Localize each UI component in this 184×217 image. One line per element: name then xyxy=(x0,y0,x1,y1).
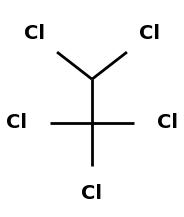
Text: Cl: Cl xyxy=(24,24,45,43)
Text: Cl: Cl xyxy=(6,113,27,132)
Text: Cl: Cl xyxy=(139,24,160,43)
Text: Cl: Cl xyxy=(82,184,102,203)
Text: Cl: Cl xyxy=(157,113,178,132)
